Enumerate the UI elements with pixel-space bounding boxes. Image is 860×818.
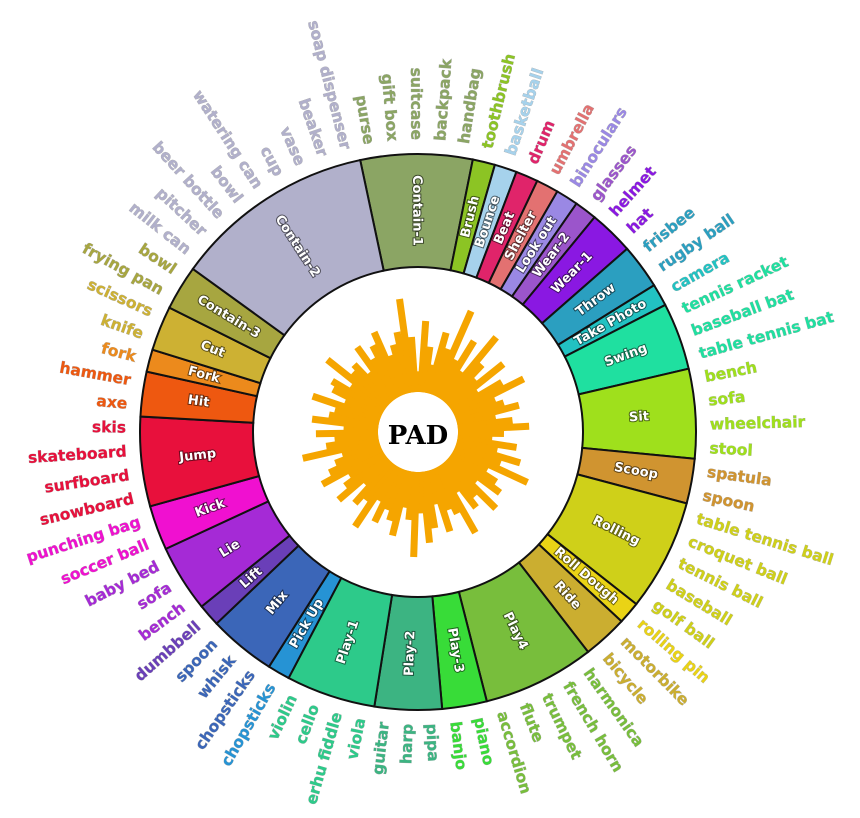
center-title: PAD [388,421,448,451]
radial-bar [426,469,454,533]
object-label-backpack: backpack [431,58,455,142]
object-label-sofa: sofa [707,388,746,410]
object-label-hammer: hammer [58,359,132,390]
action-ring [139,153,697,711]
radial-bar [325,357,389,410]
action-label-contain-1: Contain-1 [409,175,424,246]
object-label-banjo: banjo [446,720,470,770]
radial-bar [352,463,399,529]
radial-bar [444,457,499,511]
object-label-skis: skis [92,418,126,437]
radial-bar [410,471,421,558]
object-label-pipa: pipa [423,723,443,762]
object-label-bench: bench [703,358,758,386]
radial-bar [311,415,379,431]
radial-bar [434,465,479,535]
object-label-wheelchair: wheelchair [710,413,806,433]
radial-bar [418,471,433,544]
object-label-gift-box: gift box [378,73,402,142]
radial-bar [455,440,522,467]
radial-bar [440,335,499,404]
radial-bar [447,361,506,410]
action-label-sit: Sit [629,409,650,425]
title-halo [382,396,454,468]
radial-bar-layer [301,298,530,558]
action-label-play-2: Play-2 [402,630,419,676]
radial-bar [407,336,419,393]
action-label-hit: Hit [187,393,210,411]
radial-bar [396,298,416,393]
object-label-stool: stool [709,439,753,459]
object-label-piano: piano [470,716,498,767]
object-label-spatula: spatula [706,463,773,490]
radial-bar [436,339,477,400]
radial-bar [452,375,526,418]
object-label-viola: viola [343,716,369,761]
radial-bar [320,448,385,488]
radial-bar [336,455,390,503]
object-label-spoon: spoon [701,487,756,516]
action-label-jump: Jump [178,446,217,465]
radial-bar [417,320,430,393]
radial-bar [354,345,398,402]
radial-bar [452,445,529,486]
radial-bar [311,392,382,423]
radial-bar [370,330,406,397]
object-label-harp: harp [397,723,416,764]
object-label-skateboard: skateboard [27,442,127,467]
object-label-handbag: handbag [455,67,485,145]
object-label-guitar: guitar [369,721,393,776]
radial-bar [455,401,520,426]
object-label-axe: axe [96,392,129,413]
object-label-purse: purse [352,94,378,146]
radial-bar [301,437,380,462]
object-label-suitcase: suitcase [407,68,425,140]
ring-segment-contain-2 [191,158,385,337]
object-label-fork: fork [99,339,138,366]
radial-bar [457,422,530,434]
radial-bar [430,309,475,397]
radial-bar [389,470,412,537]
